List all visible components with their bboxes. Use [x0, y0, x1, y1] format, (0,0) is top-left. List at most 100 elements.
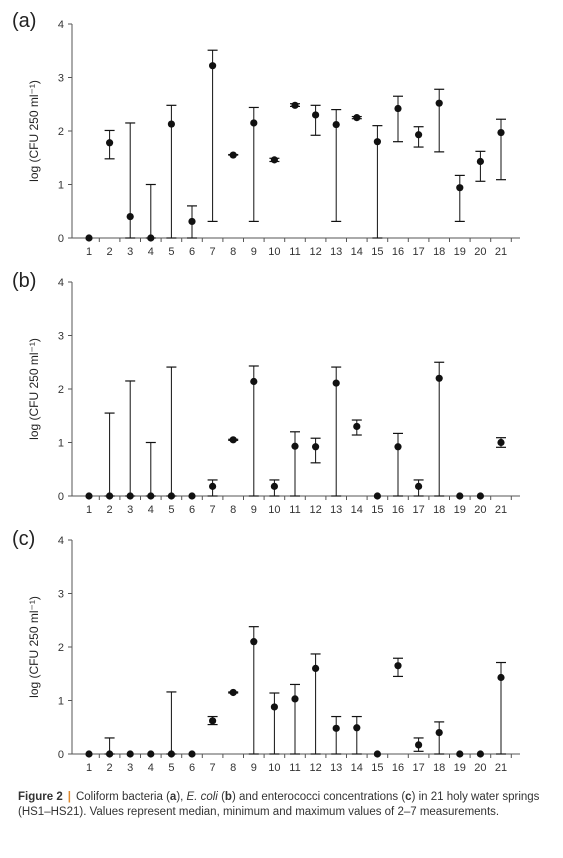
x-tick-label-b: 11 — [289, 504, 300, 516]
x-tick-label-c: 4 — [148, 762, 154, 774]
x-tick-label-a: 4 — [148, 246, 154, 258]
x-tick-label-a: 18 — [433, 246, 445, 258]
x-tick-label-c: 18 — [433, 762, 445, 774]
x-tick-label-c: 3 — [127, 762, 133, 774]
x-tick-label-c: 11 — [289, 762, 300, 774]
x-tick-label-c: 9 — [251, 762, 257, 774]
panel-label-c: (c) — [12, 528, 36, 550]
median-point-b — [291, 442, 299, 450]
x-tick-label-b: 16 — [392, 504, 404, 516]
caption-figure-label: Figure 2 — [18, 791, 63, 803]
median-point-a — [332, 120, 340, 129]
caption-text-5: ) in 21 holy water springs (HS1–HS21). V… — [18, 791, 540, 818]
x-tick-label-a: 1 — [86, 246, 92, 258]
y-tick-label-b: 1 — [58, 438, 64, 450]
x-tick-label-b: 9 — [251, 504, 257, 516]
x-tick-label-a: 6 — [189, 246, 195, 258]
y-tick-label-c: 4 — [58, 535, 64, 547]
y-axis-label-c: log (CFU 250 ml⁻¹) — [27, 596, 41, 698]
panel-label-a: (a) — [12, 10, 37, 32]
caption-text-4: ) and enterococci concentrations ( — [231, 791, 406, 803]
x-tick-label-b: 6 — [189, 504, 195, 516]
y-tick-label-c: 0 — [58, 749, 64, 761]
caption-text-1: Coliform bacteria ( — [75, 791, 170, 803]
median-point-c — [209, 717, 217, 725]
median-point-b — [270, 482, 278, 490]
median-point-b — [188, 492, 196, 500]
median-point-a — [188, 217, 196, 226]
x-tick-label-a: 14 — [351, 246, 363, 258]
x-tick-label-b: 3 — [127, 504, 133, 516]
median-point-a — [353, 114, 361, 122]
median-point-a — [209, 62, 217, 70]
caption-b: b — [224, 791, 232, 803]
caption-ecoli: E. coli — [186, 791, 218, 803]
x-tick-label-a: 8 — [230, 246, 236, 258]
median-point-a — [250, 119, 258, 127]
x-tick-label-a: 20 — [474, 246, 486, 258]
median-point-a — [394, 104, 402, 113]
x-tick-label-a: 15 — [371, 246, 383, 258]
median-point-b — [209, 482, 217, 490]
caption-a: a — [169, 791, 177, 803]
median-point-b — [394, 443, 402, 451]
median-point-b — [332, 379, 340, 387]
x-tick-label-b: 12 — [309, 504, 321, 516]
median-point-c — [188, 750, 196, 758]
caption-text-2: ), — [176, 791, 187, 803]
x-tick-label-c: 17 — [412, 762, 424, 774]
median-point-b — [167, 492, 175, 500]
median-point-b — [85, 492, 93, 500]
caption-c: c — [405, 791, 412, 803]
figure-caption: Figure 2 | Coliform bacteria (a), E. coli … — [18, 790, 548, 820]
median-point-c — [332, 724, 340, 732]
median-point-c — [497, 673, 505, 682]
x-tick-label-c: 12 — [309, 762, 321, 774]
x-tick-label-b: 19 — [454, 504, 466, 516]
median-point-b — [415, 482, 423, 490]
median-point-b — [497, 438, 505, 447]
y-tick-label-a: 0 — [58, 233, 64, 245]
median-point-a — [435, 99, 443, 107]
median-point-c — [415, 741, 423, 749]
y-tick-label-a: 1 — [58, 180, 64, 192]
median-point-c — [229, 688, 237, 697]
x-tick-label-c: 19 — [454, 762, 466, 774]
y-axis-label-a: log (CFU 250 ml⁻¹) — [27, 80, 41, 182]
x-tick-label-a: 3 — [127, 246, 133, 258]
median-point-c — [353, 724, 361, 732]
x-tick-label-c: 21 — [495, 762, 507, 774]
x-tick-label-a: 13 — [330, 246, 342, 258]
x-tick-label-b: 7 — [210, 504, 216, 516]
x-tick-label-b: 4 — [148, 504, 154, 516]
x-tick-label-c: 20 — [474, 762, 486, 774]
x-tick-label-c: 14 — [351, 762, 363, 774]
panel-label-b: (b) — [12, 270, 37, 292]
x-tick-label-c: 5 — [168, 762, 174, 774]
median-point-a — [497, 129, 505, 137]
median-point-c — [250, 638, 258, 646]
median-point-a — [373, 138, 381, 146]
median-point-b — [435, 374, 443, 382]
x-tick-label-b: 10 — [268, 504, 280, 516]
x-tick-label-b: 21 — [495, 504, 507, 516]
median-point-b — [250, 377, 258, 386]
x-tick-label-b: 2 — [107, 504, 113, 516]
median-point-c — [167, 750, 175, 758]
x-tick-label-b: 14 — [351, 504, 363, 516]
x-tick-label-c: 1 — [86, 762, 92, 774]
y-tick-label-c: 1 — [58, 696, 64, 708]
median-point-c — [373, 750, 381, 758]
median-point-c — [476, 750, 484, 758]
median-point-a — [147, 234, 155, 242]
x-tick-label-c: 15 — [371, 762, 383, 774]
median-point-b — [312, 443, 320, 451]
median-point-a — [85, 234, 93, 242]
caption-text-3: ( — [217, 791, 225, 803]
x-tick-label-c: 8 — [230, 762, 236, 774]
median-point-b — [353, 422, 361, 431]
x-tick-label-c: 7 — [210, 762, 216, 774]
x-tick-label-a: 5 — [168, 246, 174, 258]
median-point-a — [106, 139, 114, 147]
